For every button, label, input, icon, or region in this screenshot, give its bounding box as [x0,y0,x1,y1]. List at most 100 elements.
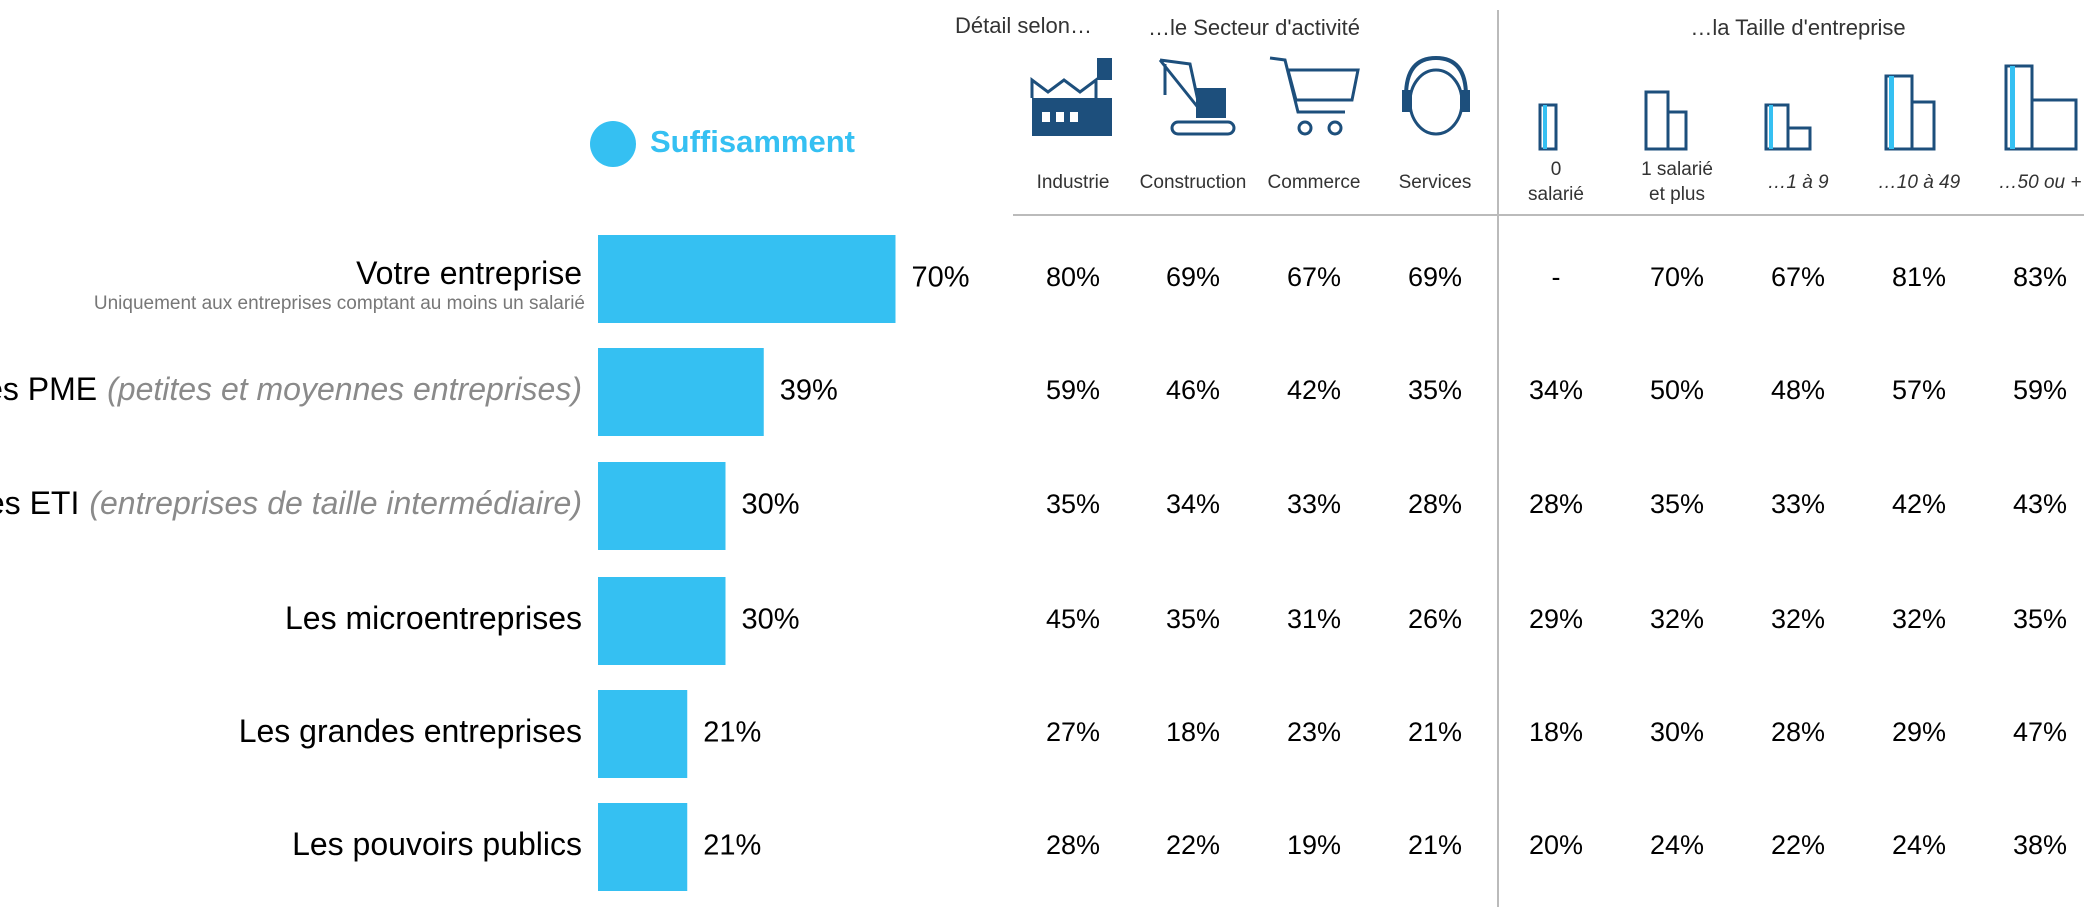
category-label: Les pouvoirs publics [292,826,582,862]
table-cell: 29% [1892,717,1946,747]
table-cell: 59% [1046,375,1100,405]
group-header: …le Secteur d'activité [1148,15,1360,40]
table-cell: 24% [1650,830,1704,860]
category-label: Votre entreprise [356,255,582,291]
table-cell: 27% [1046,717,1100,747]
table-cell: 32% [1892,604,1946,634]
icon-buildings [1538,64,2078,151]
table-cell: 67% [1287,262,1341,292]
column-header: et plus [1649,184,1705,205]
value-label: 21% [703,830,761,862]
table-cell: 22% [1771,830,1825,860]
table-cell: 48% [1771,375,1825,405]
column-header: …10 à 49 [1878,172,1961,193]
category-label: Les grandes entreprises [239,713,582,749]
column-header: Commerce [1268,172,1361,193]
bar [598,348,764,436]
table-cell: 34% [1166,489,1220,519]
table-cell: 20% [1529,830,1583,860]
category-label: Les ETI (entreprises de taille intermédia… [0,485,582,521]
table-cell: 69% [1166,262,1220,292]
table-cell: 45% [1046,604,1100,634]
column-header: …50 ou + [1999,172,2082,193]
table-cell: 42% [1892,489,1946,519]
category-note: (entreprises de taille intermédiaire) [89,485,582,521]
table-cell: 47% [2013,717,2067,747]
value-label: 30% [742,604,800,636]
table-cell: 22% [1166,830,1220,860]
table-cell: 46% [1166,375,1220,405]
table-cell: 29% [1529,604,1583,634]
group-header: …la Taille d'entreprise [1690,15,1905,40]
category-name: Les pouvoirs publics [292,826,582,862]
category-name: Les ETI [0,485,79,521]
column-header: …1 à 9 [1767,172,1829,193]
table-cell: 28% [1529,489,1583,519]
category-name: Votre entreprise [356,255,582,291]
table-cell: 35% [1408,375,1462,405]
table-cell: 35% [1650,489,1704,519]
bar [598,803,688,891]
table-cell: 24% [1892,830,1946,860]
bar [598,690,688,778]
bar [598,462,726,550]
table-cell: 26% [1408,604,1462,634]
value-label: 39% [780,375,838,407]
bar [598,577,726,665]
column-header: Services [1399,172,1472,193]
table-cell: 35% [1166,604,1220,634]
table-cell: 43% [2013,489,2067,519]
category-note: (petites et moyennes entreprises) [107,371,582,407]
table-cell: 83% [2013,262,2067,292]
table-cell: 59% [2013,375,2067,405]
table-cell: 28% [1408,489,1462,519]
icon-crane [1158,58,1236,136]
legend-label: Suffisamment [650,124,855,159]
column-header: Industrie [1037,172,1110,193]
category-name: Les PME [0,371,97,407]
table-cell: 57% [1892,375,1946,405]
table-cell: 31% [1287,604,1341,634]
icons [1030,55,2078,151]
table-cell: 38% [2013,830,2067,860]
table-cell: 81% [1892,262,1946,292]
table-cell: 80% [1046,262,1100,292]
table-cell: 30% [1650,717,1704,747]
table-cell: 67% [1771,262,1825,292]
table-cell: 42% [1287,375,1341,405]
column-header: Construction [1140,172,1247,193]
table-cell: 32% [1771,604,1825,634]
table-cell: 69% [1408,262,1462,292]
column-header: 1 salarié [1641,159,1713,180]
table-cell: - [1552,262,1561,292]
category-name: Les grandes entreprises [239,713,582,749]
table-cell: 21% [1408,717,1462,747]
table-lead: Détail selon… [955,13,1092,38]
value-label: 70% [912,262,970,294]
table-cell: 19% [1287,830,1341,860]
category-subtitle: Uniquement aux entreprises comptant au m… [94,293,585,314]
category-label: Les PME (petites et moyennes entreprises) [0,371,582,407]
value-label: 21% [703,717,761,749]
value-label: 30% [742,489,800,521]
table-cell: 32% [1650,604,1704,634]
table-cell: 18% [1529,717,1583,747]
bar [598,235,896,323]
table-cell: 21% [1408,830,1462,860]
table-cell: 35% [1046,489,1100,519]
table-cell: 18% [1166,717,1220,747]
icon-cart [1269,56,1360,136]
category-label: Les microentreprises [285,600,582,636]
table-cell: 50% [1650,375,1704,405]
table-cell: 70% [1650,262,1704,292]
icon-headset [1402,55,1470,136]
column-header: 0 [1551,159,1562,180]
table-cell: 23% [1287,717,1341,747]
table-cell: 33% [1287,489,1341,519]
category-name: Les microentreprises [285,600,582,636]
legend-marker [590,121,636,167]
table-cell: 28% [1771,717,1825,747]
table-cell: 34% [1529,375,1583,405]
column-header: salarié [1528,184,1584,205]
